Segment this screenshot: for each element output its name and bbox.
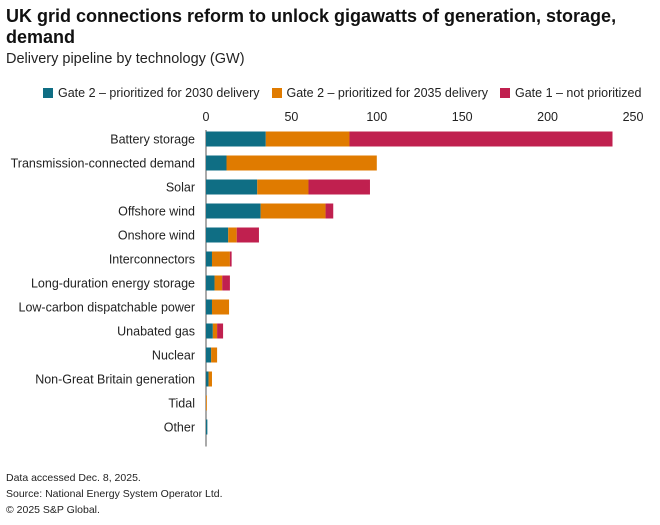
category-label: Interconnectors (109, 253, 195, 267)
category-label: Transmission-connected demand (11, 157, 195, 171)
category-label: Battery storage (110, 133, 195, 147)
legend-swatch-gate2-2035 (271, 88, 282, 98)
bar-segment (260, 203, 326, 219)
chart-subtitle: Delivery pipeline by technology (GW) (6, 51, 245, 67)
bar-segment (349, 131, 613, 147)
legend-label-gate2-2030: Gate 2 – prioritized for 2030 delivery (58, 86, 260, 100)
x-tick-label: 200 (537, 110, 558, 124)
bar-segment (206, 131, 266, 147)
bar-segment (206, 395, 207, 411)
legend-label-gate2-2035: Gate 2 – prioritized for 2035 delivery (286, 86, 489, 100)
footer-source: Source: National Energy System Operator … (6, 488, 223, 500)
bar-segment (206, 299, 212, 315)
bar-segment (308, 179, 370, 195)
x-tick-label: 250 (623, 110, 644, 124)
bar-segment (206, 155, 227, 171)
bar-segment (206, 371, 209, 387)
bar-segment (236, 227, 259, 243)
bar-segment (206, 179, 258, 195)
category-label: Offshore wind (118, 205, 195, 219)
footer-data-accessed: Data accessed Dec. 8, 2025. (6, 472, 141, 484)
chart-title: UK grid connections reform to unlock gig… (6, 6, 617, 47)
bar-segment (211, 251, 230, 267)
legend-swatch-gate1 (500, 88, 510, 98)
bar-segment (206, 323, 213, 339)
category-label: Non-Great Britain generation (35, 373, 195, 387)
bar-segment (212, 323, 218, 339)
category-label: Other (164, 421, 195, 435)
x-tick-label: 50 (284, 110, 298, 124)
stacked-bar-chart: 0 50 100 150 200 250 Battery storage Transmissi… (11, 110, 644, 447)
legend-item-gate1: Gate 1 – not prioritized (500, 86, 641, 100)
footer-copyright: © 2025 S&P Global. (6, 504, 100, 516)
bar-segment (325, 203, 334, 219)
category-label: Low-carbon dispatchable power (19, 301, 196, 315)
legend-label-gate1: Gate 1 – not prioritized (515, 86, 642, 100)
category-label: Nuclear (152, 349, 195, 363)
bar-segment (208, 371, 212, 387)
bar-segment (222, 275, 230, 291)
bar-segment (214, 275, 223, 291)
legend: Gate 2 – prioritized for 2030 delivery G… (43, 86, 641, 100)
bar-segment (211, 299, 230, 315)
category-label: Tidal (168, 397, 195, 411)
footer-notes: Data accessed Dec. 8, 2025. Source: Nati… (6, 470, 223, 518)
bar-segment (206, 251, 212, 267)
bar-segment (228, 227, 237, 243)
bar-segment (229, 251, 232, 267)
legend-item-gate2-2035: Gate 2 – prioritized for 2035 delivery (271, 86, 489, 100)
category-label: Solar (166, 181, 195, 195)
legend-item-gate2-2030: Gate 2 – prioritized for 2030 delivery (43, 86, 260, 100)
bar-segment (257, 179, 309, 195)
bar-segment (217, 323, 224, 339)
bar-segment (206, 347, 212, 363)
bar-segment (211, 347, 218, 363)
bar-segment (226, 155, 377, 171)
bar-segment (206, 419, 208, 435)
x-tick-label: 100 (366, 110, 387, 124)
bar-segment (206, 227, 229, 243)
bar-segment (206, 203, 261, 219)
x-tick-label: 150 (452, 110, 473, 124)
bar-segment (265, 131, 350, 147)
legend-swatch-gate2-2030 (43, 88, 53, 98)
x-tick-label: 0 (203, 110, 210, 124)
category-label: Unabated gas (117, 325, 195, 339)
bar-segment (206, 275, 215, 291)
category-label: Long-duration energy storage (31, 277, 195, 291)
category-label: Onshore wind (118, 229, 195, 243)
